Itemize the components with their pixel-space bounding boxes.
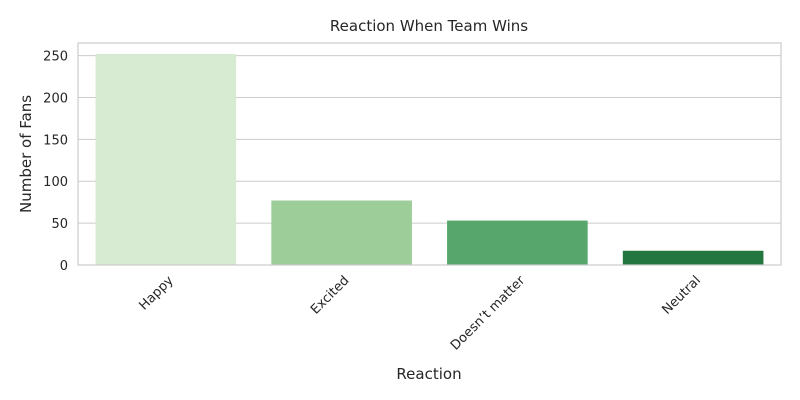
y-tick-label: 200 [43, 91, 68, 106]
bars [95, 53, 764, 266]
y-tick-labels: 0 50 100 150 200 250 [43, 50, 68, 274]
plot-frame [77, 42, 782, 266]
bar-3 [622, 250, 764, 265]
bar-2 [447, 220, 588, 265]
x-tick-label: Happy [136, 273, 176, 313]
y-tick-label: 50 [51, 217, 68, 232]
chart-title: Reaction When Team Wins [330, 17, 528, 35]
y-tick-label: 100 [43, 175, 68, 190]
x-tick-label: Doesn’t matter [448, 273, 529, 354]
y-tick-label: 250 [43, 50, 68, 65]
x-tick-label: Excited [308, 273, 352, 317]
bar-0 [95, 53, 237, 266]
y-tick-label: 0 [60, 259, 68, 274]
y-tick-label: 150 [43, 133, 68, 148]
bar-1 [271, 200, 412, 265]
x-axis-title: Reaction [396, 365, 461, 383]
x-tick-label: Neutral [659, 273, 704, 318]
x-tick-labels: Happy Excited Doesn’t matter Neutral [136, 273, 704, 354]
y-axis-title: Number of Fans [17, 95, 35, 213]
